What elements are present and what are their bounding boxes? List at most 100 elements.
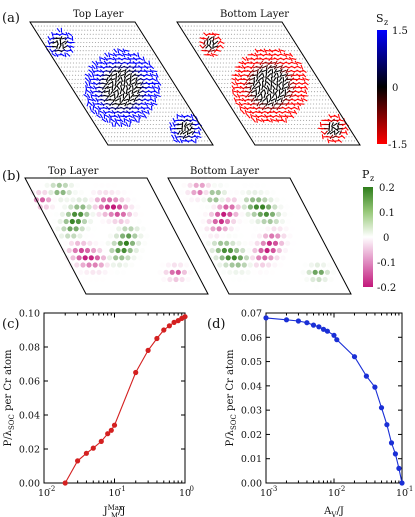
spin-site (40, 25, 42, 27)
spin-site (81, 62, 83, 64)
spin-arrow (115, 76, 117, 82)
spin-arrow (276, 105, 281, 111)
spin-arrow (93, 78, 98, 81)
polarization-site (100, 197, 107, 203)
spin-site (99, 25, 101, 27)
spin-site (157, 99, 159, 101)
spin-arrow (156, 94, 161, 98)
spin-site (269, 29, 271, 31)
y-tick-label: 0.07 (241, 309, 262, 320)
polarization-site (198, 226, 204, 232)
spin-site (306, 70, 308, 72)
spin-site (254, 33, 256, 35)
polarization-site (115, 189, 121, 196)
spin-site (98, 33, 100, 35)
spin-arrow (130, 82, 136, 85)
polarization-site (250, 255, 256, 261)
spin-site (167, 123, 169, 126)
spin-site (156, 107, 159, 109)
spin-site (101, 37, 103, 39)
polarization-site (249, 276, 255, 283)
spin-arrow (239, 90, 244, 94)
polarization-site (284, 262, 290, 268)
spin-arrow (146, 106, 151, 111)
spin-site (113, 25, 115, 27)
spin-site (219, 33, 221, 35)
polarization-site (288, 189, 295, 196)
polarization-site (64, 197, 70, 203)
spin-arrow (84, 81, 89, 86)
polarization-site (228, 226, 234, 232)
spin-site (297, 119, 299, 121)
polarization-site (276, 211, 282, 217)
spin-site (288, 46, 290, 48)
spin-arrow (249, 69, 255, 74)
polarization-site (302, 262, 308, 268)
spin-arrow (173, 139, 178, 143)
polarization-site (260, 204, 266, 210)
spin-site (193, 33, 195, 35)
polarization-site (224, 240, 230, 246)
panel-a-title-bottom: Bottom Layer (220, 9, 289, 20)
spin-site (310, 99, 312, 101)
polarization-site (158, 284, 165, 290)
spin-site (157, 62, 159, 64)
spin-site (80, 41, 82, 44)
series-line (265, 317, 403, 484)
spin-arrow (279, 68, 283, 74)
spin-arrow (51, 52, 57, 57)
spin-arrow (123, 98, 129, 102)
spin-arrow (265, 101, 269, 107)
spin-site (127, 29, 130, 31)
spin-arrow (267, 73, 272, 78)
polarization-site (284, 204, 290, 210)
spin-site (115, 46, 117, 48)
spin-site (281, 128, 284, 130)
polarization-site (186, 204, 192, 210)
spin-site (342, 140, 344, 142)
spin-site (307, 66, 309, 68)
polarization-site (227, 269, 233, 275)
spin-arrow (188, 131, 193, 135)
spin-site (273, 123, 275, 126)
spin-arrow (111, 85, 114, 91)
spin-arrow (151, 81, 156, 86)
spin-site (146, 50, 148, 52)
spin-site (225, 29, 227, 31)
polarization-site (85, 284, 91, 290)
spin-arrow (285, 57, 291, 60)
spin-arrow (268, 52, 273, 57)
spin-site (84, 66, 86, 68)
polarization-site (156, 233, 162, 239)
spin-site (139, 37, 141, 39)
spin-arrow (86, 93, 91, 99)
spin-site (314, 123, 316, 126)
spin-site (307, 99, 309, 101)
spin-arrow (135, 76, 138, 82)
spin-site (52, 25, 54, 27)
spin-arrow (90, 93, 93, 99)
spin-site (89, 41, 91, 44)
spin-arrow (252, 81, 256, 86)
spin-arrow (262, 97, 267, 102)
spin-site (74, 46, 76, 48)
polarization-site (83, 233, 89, 239)
spin-site (174, 111, 176, 113)
spin-arrow (124, 68, 127, 74)
spin-arrow (134, 118, 138, 123)
spin-site (294, 119, 296, 121)
spin-site (308, 91, 310, 93)
polarization-site (221, 189, 227, 196)
spin-arrow (109, 57, 115, 61)
spin-site (320, 119, 322, 121)
polarization-site (146, 284, 152, 290)
data-point (145, 347, 151, 353)
spin-site (75, 62, 77, 64)
polarization-site (91, 247, 97, 254)
spin-site (205, 58, 207, 60)
polarization-site (149, 276, 155, 283)
spin-arrow (185, 122, 191, 127)
spin-site (152, 132, 154, 134)
polarization-site (253, 262, 259, 268)
spin-site (120, 132, 122, 134)
